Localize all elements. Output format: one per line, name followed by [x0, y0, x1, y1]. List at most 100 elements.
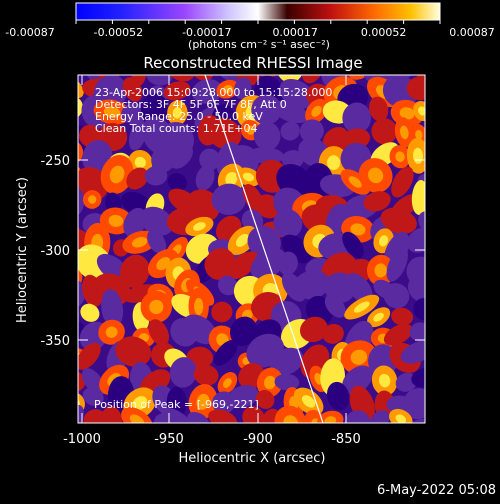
x-tick-labels: -1000 -950 -900 -850	[63, 432, 361, 447]
map-blob	[193, 364, 219, 386]
map-blob-core	[348, 176, 362, 188]
map-blob-core	[131, 237, 148, 248]
map-blob	[411, 366, 425, 388]
map-blob	[195, 165, 215, 191]
map-blob-core	[264, 375, 276, 390]
y-tick-label: -250	[40, 154, 70, 169]
map-blob-core	[129, 414, 145, 423]
map-blob-core	[222, 85, 233, 94]
axis-ticks	[78, 75, 425, 423]
map-blob	[280, 121, 300, 141]
map-blob	[293, 270, 330, 300]
map-blob	[380, 207, 417, 234]
map-blob-core	[109, 165, 125, 184]
y-tick-labels: -250 -300 -350	[40, 154, 70, 349]
map-blob	[299, 316, 328, 343]
map-blob-core	[105, 326, 118, 338]
map-blob	[273, 209, 303, 239]
map-blob	[213, 339, 238, 366]
map-blob	[391, 307, 414, 326]
map-blob	[183, 314, 217, 345]
map-blob-core	[108, 214, 124, 227]
map-blob	[344, 410, 372, 423]
map-blob	[78, 342, 101, 370]
map-blob-core	[61, 79, 78, 95]
map-blob	[99, 406, 123, 423]
map-blobs	[61, 75, 425, 423]
map-blob-core	[193, 222, 206, 231]
map-blob	[199, 148, 221, 171]
map-blob	[81, 368, 106, 396]
map-blob	[277, 251, 298, 276]
map-blob	[411, 418, 425, 423]
map-blob-core	[395, 151, 405, 162]
map-blob	[129, 75, 147, 86]
map-blob-core	[350, 349, 368, 365]
colorbar-tick-label: 0.00052	[361, 26, 407, 39]
map-blob	[167, 173, 187, 192]
map-blob	[191, 79, 223, 104]
map-blob	[211, 183, 247, 215]
map-blob	[78, 371, 86, 392]
map-blob-core	[103, 106, 121, 118]
info-detectors: Detectors: 3F 4F 5F 6F 7F 8F, Att 0	[95, 98, 287, 111]
map-blob	[342, 102, 372, 134]
map-blob	[416, 75, 425, 82]
colorbar-gradient	[75, 2, 441, 21]
map-blob	[248, 147, 285, 164]
map-blob	[147, 229, 167, 254]
map-blob	[242, 406, 265, 423]
map-blob	[253, 121, 281, 151]
map-blob-core	[172, 107, 182, 119]
map-blob-core	[223, 378, 232, 388]
map-blob-core	[378, 373, 391, 388]
map-blob	[78, 75, 86, 76]
map-blob	[148, 319, 170, 346]
map-blob	[151, 145, 176, 173]
map-blob	[391, 166, 414, 198]
map-blob-core	[246, 125, 255, 135]
map-blob-core	[67, 266, 79, 280]
map-blob	[255, 389, 275, 410]
plot-title: Reconstructed RHESSI Image	[143, 54, 362, 72]
colorbar-tick-label: 0.00087	[449, 26, 495, 39]
solar-limb-line	[204, 75, 324, 423]
map-blob	[383, 283, 410, 309]
map-blob-core	[149, 299, 164, 315]
y-tick-label: -350	[40, 334, 70, 349]
map-blob	[140, 206, 174, 236]
colorbar-tick-label: -0.00052	[94, 26, 143, 39]
map-blob-core	[418, 106, 425, 116]
map-blob	[281, 150, 304, 169]
map-blob-core	[196, 393, 210, 410]
map-blob	[324, 294, 346, 318]
map-blob	[411, 180, 425, 215]
map-blob	[402, 388, 425, 420]
map-blob-core	[324, 416, 337, 423]
map-blob	[274, 373, 300, 391]
map-blob	[250, 247, 286, 280]
map-blob	[407, 272, 425, 303]
map-blob-core	[194, 297, 204, 315]
map-blob	[342, 365, 373, 395]
map-blob	[400, 340, 425, 364]
map-blob	[101, 289, 124, 328]
map-blob-core	[353, 301, 370, 313]
map-blob	[342, 231, 364, 259]
colorbar-tick-label: 0.00017	[272, 26, 318, 39]
map-blob	[299, 119, 324, 144]
map-blob	[187, 411, 210, 423]
map-blob	[387, 75, 413, 81]
map-blob-core	[225, 171, 238, 186]
y-tick-label: -300	[40, 244, 70, 259]
map-blob-core	[395, 414, 407, 423]
map-blob	[163, 81, 191, 101]
colorbar-tick-label: -0.00017	[182, 26, 231, 39]
map-blob	[128, 120, 147, 151]
info-block: 23-Apr-2006 15:09:28.000 to 15:15:28.000…	[95, 86, 332, 135]
map-blob-core	[399, 107, 415, 120]
map-blob	[121, 103, 147, 125]
map-blob	[272, 100, 309, 124]
map-blob	[406, 76, 425, 101]
